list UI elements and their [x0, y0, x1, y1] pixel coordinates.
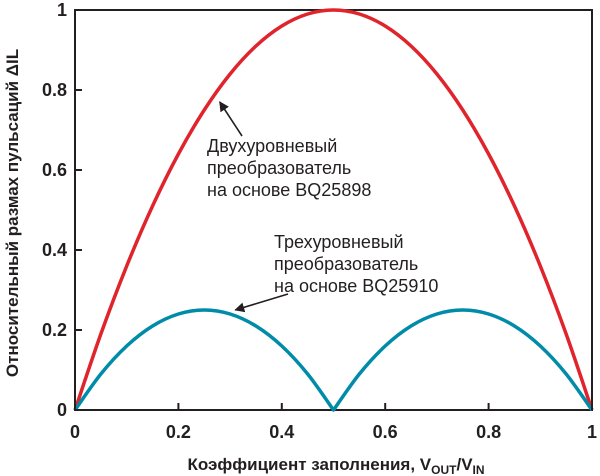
x-axis-label-separator: /V — [456, 455, 473, 474]
annotation-three-level: Трехуровневый преобразователь на основе BQ… — [274, 232, 438, 296]
annotation-arrow — [219, 101, 243, 137]
annotation-arrow — [234, 293, 289, 313]
x-tick-label: 0.8 — [476, 422, 501, 442]
series-three-level-line — [73, 308, 594, 412]
y-tick-label: 0 — [57, 400, 67, 420]
y-axis-label: Относительный размах пульсаций ΔIL — [3, 49, 22, 377]
series-two-level-line — [73, 8, 594, 411]
y-tick-label: 1 — [57, 0, 67, 20]
annotation-line: Трехуровневый — [274, 232, 404, 252]
x-axis-label-sub-in: IN — [473, 463, 485, 476]
x-axis-label-sub-out: OUT — [431, 463, 457, 476]
x-axis-label-main: Коэффициент заполнения, V — [187, 455, 431, 474]
x-tick-label: 1 — [587, 422, 597, 442]
annotation-line: на основе BQ25910 — [274, 276, 438, 296]
x-tick-label: 0.4 — [269, 422, 294, 442]
annotation-two-level: Двухуровневый преобразователь на основе BQ… — [207, 136, 371, 200]
annotation-line: на основе BQ25898 — [207, 180, 371, 200]
x-axis-label: Коэффициент заполнения, VOUT/VIN — [187, 455, 484, 476]
y-tick-label: 0.6 — [42, 160, 67, 180]
x-tick-label: 0 — [70, 422, 80, 442]
annotation-line: Двухуровневый — [207, 136, 337, 156]
x-tick-label: 0.6 — [373, 422, 398, 442]
y-tick-label: 0.2 — [42, 320, 67, 340]
y-tick-label: 0.8 — [42, 80, 67, 100]
y-tick-label: 0.4 — [42, 240, 67, 260]
x-tick-label: 0.2 — [166, 422, 191, 442]
annotation-line: преобразователь — [274, 254, 418, 274]
annotation-line: преобразователь — [207, 158, 351, 178]
